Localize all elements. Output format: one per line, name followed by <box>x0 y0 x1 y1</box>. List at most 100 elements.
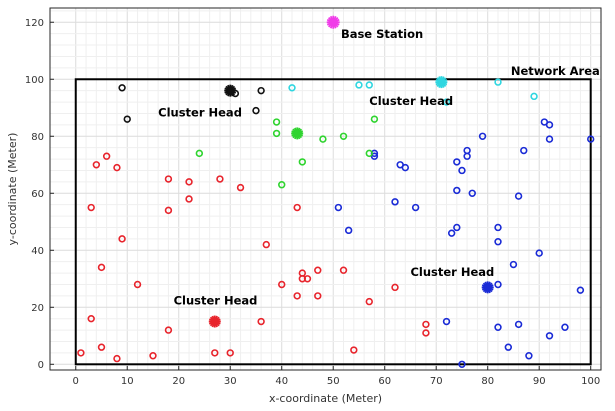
sensor-node <box>442 317 451 326</box>
sensor-nodes <box>77 78 595 368</box>
sensor-node <box>303 275 312 283</box>
sensor-node <box>494 223 502 232</box>
sensor-node <box>478 132 487 140</box>
sensor-node <box>92 161 101 169</box>
sensor-node <box>319 135 327 143</box>
sensor-node <box>164 326 173 334</box>
sensor-node <box>77 349 85 357</box>
axes-box <box>49 7 602 371</box>
cluster-head-marker <box>481 281 494 294</box>
sensor-node <box>458 360 466 368</box>
sensor-node <box>272 118 281 126</box>
x-tick-label: 20 <box>172 376 185 387</box>
cluster-head-marker <box>224 84 237 97</box>
sensor-node <box>520 146 528 155</box>
sensor-node <box>411 203 420 212</box>
sensor-node <box>422 320 430 329</box>
tick-labels: 0 10 20 30 40 50 60 70 80 90 100 0 20 40 60 80 100 120 <box>25 18 600 387</box>
sensor-node <box>365 297 373 306</box>
y-tick-label: 20 <box>31 303 44 314</box>
sensor-node <box>344 226 353 235</box>
x-tick-label: 30 <box>224 376 237 387</box>
sensor-node <box>298 158 307 166</box>
sensor-node <box>442 98 451 106</box>
cluster-heads <box>208 15 494 328</box>
y-tick-label: 120 <box>25 18 44 29</box>
sensor-node <box>365 149 373 158</box>
sensor-node <box>339 266 348 274</box>
sensor-node <box>123 115 131 123</box>
sensor-node <box>494 238 502 246</box>
sensor-node <box>118 235 126 243</box>
cluster-head-marker <box>291 127 304 140</box>
sensor-node <box>334 203 343 212</box>
cluster-head-marker <box>208 315 221 328</box>
sensor-node <box>365 81 373 89</box>
sensor-node <box>525 352 533 360</box>
sensor-node <box>447 229 456 237</box>
sensor-node <box>236 183 245 192</box>
x-tick-label: 60 <box>378 376 391 387</box>
sensor-node <box>257 86 265 95</box>
sensor-node <box>314 266 322 274</box>
sensor-node <box>401 163 410 172</box>
annotation-label: Cluster Head <box>158 105 242 119</box>
sensor-node <box>211 349 219 357</box>
x-axis-label: x-coordinate (Meter) <box>269 392 382 405</box>
sensor-node <box>514 192 523 200</box>
sensor-node <box>87 314 95 323</box>
sensor-node <box>272 129 281 138</box>
sensor-node <box>288 84 296 92</box>
sensor-node <box>468 189 476 197</box>
y-tick-label: 60 <box>31 189 44 200</box>
sensor-node <box>494 78 502 86</box>
sensor-node <box>257 317 265 326</box>
sensor-node <box>355 81 363 89</box>
sensor-node <box>463 146 471 155</box>
sensor-node <box>216 175 224 183</box>
x-tick-label: 50 <box>327 376 340 387</box>
sensor-node <box>87 203 95 212</box>
sensor-node <box>164 175 173 183</box>
sensor-node <box>278 280 286 289</box>
sensor-node <box>391 283 399 292</box>
sensor-node <box>339 132 348 140</box>
x-tick-label: 70 <box>430 376 443 387</box>
annotations: Base Station Network Area Cluster Head Clus… <box>158 27 600 308</box>
sensor-node <box>113 163 121 172</box>
sensor-node <box>113 354 121 363</box>
sensor-node <box>494 323 502 331</box>
sensor-node <box>587 135 595 143</box>
sensor-node <box>252 106 260 115</box>
sensor-node <box>195 149 204 158</box>
sensor-node <box>149 352 157 360</box>
sensor-node <box>293 203 301 212</box>
x-tick-label: 0 <box>73 376 79 387</box>
sensor-node <box>453 186 461 195</box>
sensor-node <box>458 166 466 175</box>
cluster-head-marker <box>435 76 448 89</box>
network-area-rect <box>74 78 592 366</box>
sensor-node <box>514 320 523 329</box>
annotation-label: Base Station <box>341 27 423 41</box>
x-tick-label: 80 <box>481 376 494 387</box>
sensor-node <box>530 92 538 101</box>
axes <box>49 7 602 371</box>
sensor-node <box>278 181 286 189</box>
sensor-node <box>561 323 569 331</box>
sensor-node <box>545 332 554 340</box>
base-station-marker <box>326 15 340 29</box>
sensor-node <box>509 260 518 269</box>
sensor-node <box>370 115 379 123</box>
sensor-node <box>453 158 461 166</box>
y-tick-label: 100 <box>25 75 44 86</box>
sensor-node <box>226 349 234 357</box>
sensor-node <box>545 135 554 143</box>
sensor-node <box>453 223 461 232</box>
sensor-node <box>391 198 399 206</box>
annotation-label: Network Area <box>511 64 600 78</box>
sensor-node <box>185 195 193 203</box>
grid <box>50 8 601 370</box>
sensor-node <box>97 343 106 351</box>
